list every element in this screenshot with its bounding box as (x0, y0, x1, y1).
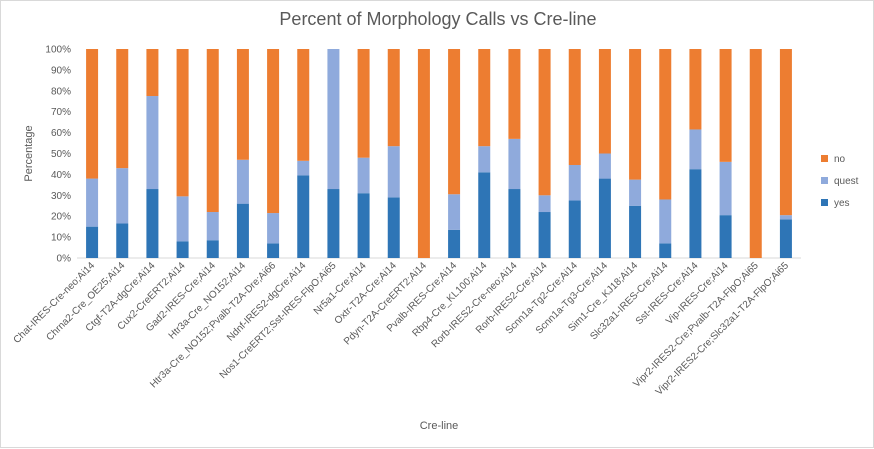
legend-label-quest: quest (834, 176, 859, 187)
y-tick-label: 90% (51, 65, 71, 76)
bar-quest (568, 164, 581, 201)
bar-yes (629, 205, 642, 258)
y-tick-label: 60% (51, 128, 71, 139)
bar-quest (478, 146, 491, 173)
bar-yes (538, 212, 551, 258)
bar-quest (659, 199, 672, 244)
y-tick-label: 0% (57, 254, 72, 265)
bar-no (508, 49, 521, 139)
bar-yes (689, 169, 702, 258)
bar-quest (236, 159, 249, 204)
bar-yes (206, 240, 219, 258)
bar-no (116, 49, 129, 169)
bar-yes (659, 243, 672, 258)
bar-no (719, 49, 732, 162)
legend-swatch-yes (821, 199, 828, 206)
bar-no (749, 49, 762, 258)
bar-no (86, 49, 99, 179)
bar-no (417, 49, 430, 258)
bar-no (236, 49, 249, 160)
bar-yes (267, 243, 280, 258)
bar-no (267, 49, 280, 214)
y-tick-label: 40% (51, 170, 71, 181)
bar-yes (236, 203, 249, 258)
bar-no (538, 49, 551, 196)
bar-no (478, 49, 491, 147)
bar-no (629, 49, 642, 180)
bar-quest (779, 215, 792, 220)
bar-yes (146, 189, 159, 258)
y-tick-label: 70% (51, 107, 71, 118)
legend-swatch-quest (821, 177, 828, 184)
bar-yes (719, 215, 732, 258)
bar-no (357, 49, 370, 158)
bar-yes (779, 219, 792, 258)
bar-quest (176, 196, 189, 242)
y-tick-label: 30% (51, 191, 71, 202)
bar-quest (267, 213, 280, 244)
bar-yes (508, 189, 521, 258)
bar-no (659, 49, 672, 200)
bar-no (689, 49, 702, 130)
y-tick-label: 50% (51, 149, 71, 160)
bar-quest (448, 194, 461, 230)
bar-yes (448, 229, 461, 258)
x-tick-label: Nr5a1-Cre;Ai14 (312, 260, 369, 317)
legend-label-yes: yes (834, 198, 850, 209)
x-axis-title: Cre-line (420, 420, 459, 432)
bar-yes (568, 200, 581, 258)
y-tick-label: 20% (51, 212, 71, 223)
bar-yes (387, 197, 400, 258)
bar-no (146, 49, 159, 97)
bar-quest (629, 179, 642, 206)
bar-quest (206, 212, 219, 241)
bar-yes (176, 241, 189, 258)
y-axis-title: Percentage (23, 125, 35, 181)
chart-title: Percent of Morphology Calls vs Cre-line (279, 9, 597, 29)
bar-quest (146, 96, 159, 190)
bar-yes (297, 175, 310, 258)
legend-label-no: no (834, 154, 846, 165)
bar-yes (598, 178, 611, 258)
y-tick-label: 80% (51, 86, 71, 97)
bar-yes (86, 226, 99, 258)
bar-yes (478, 172, 491, 258)
bar-quest (508, 138, 521, 190)
bar-no (387, 49, 400, 147)
bar-quest (327, 49, 340, 190)
bar-no (568, 49, 581, 165)
bar-quest (116, 168, 129, 224)
bar-quest (598, 153, 611, 179)
y-tick-label: 100% (45, 45, 71, 56)
bar-no (779, 49, 792, 216)
bar-quest (387, 146, 400, 198)
bar-quest (689, 129, 702, 170)
bar-quest (297, 160, 310, 176)
bar-yes (116, 223, 129, 258)
bar-yes (357, 193, 370, 258)
bar-quest (538, 195, 551, 213)
bar-quest (357, 157, 370, 194)
bar-no (176, 49, 189, 197)
bar-no (206, 49, 219, 213)
legend-swatch-no (821, 155, 828, 162)
bar-no (448, 49, 461, 195)
y-tick-label: 10% (51, 233, 71, 244)
bar-no (297, 49, 310, 161)
bar-quest (719, 161, 732, 216)
bar-yes (327, 189, 340, 258)
bar-quest (86, 178, 99, 227)
bar-no (598, 49, 611, 154)
